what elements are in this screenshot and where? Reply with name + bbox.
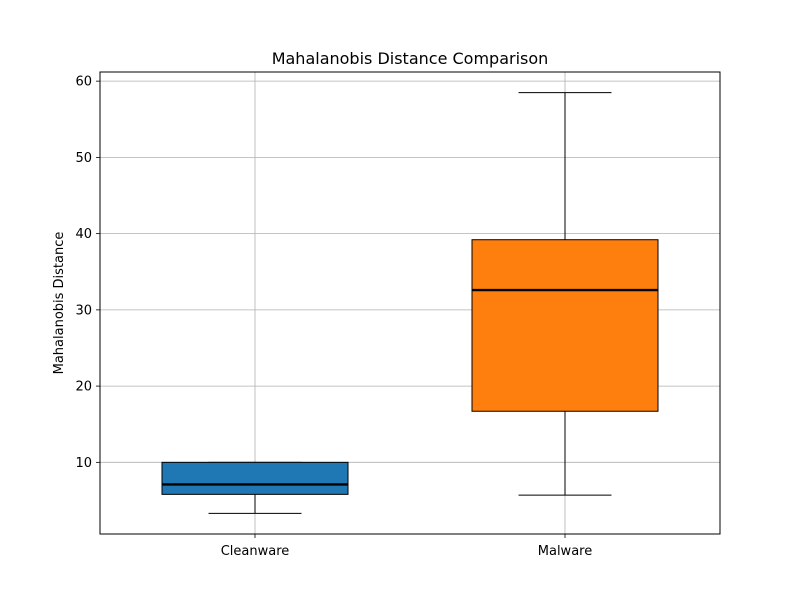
axis-ticks: 10 20 30 40 50 60 Cleanware Malware [75,75,592,559]
iqr-box [161,461,349,495]
box-group-cleanware [161,461,349,514]
y-axis-label: Mahalanobis Distance [52,232,67,375]
iqr-box [471,239,659,412]
y-tick-label: 40 [75,227,92,242]
box-group-malware [471,92,659,496]
y-tick-label: 10 [75,456,92,471]
y-tick-label: 30 [75,303,92,318]
y-tick-label: 20 [75,380,92,395]
x-tick-label: Cleanware [221,544,290,559]
box-series [161,92,659,514]
y-tick-label: 50 [75,151,92,166]
x-tick-label: Malware [538,544,592,559]
plot-area-frame [99,71,721,535]
chart-title: Mahalanobis Distance Comparison [272,49,549,68]
grid-lines [100,72,720,534]
y-tick-label: 60 [75,75,92,90]
